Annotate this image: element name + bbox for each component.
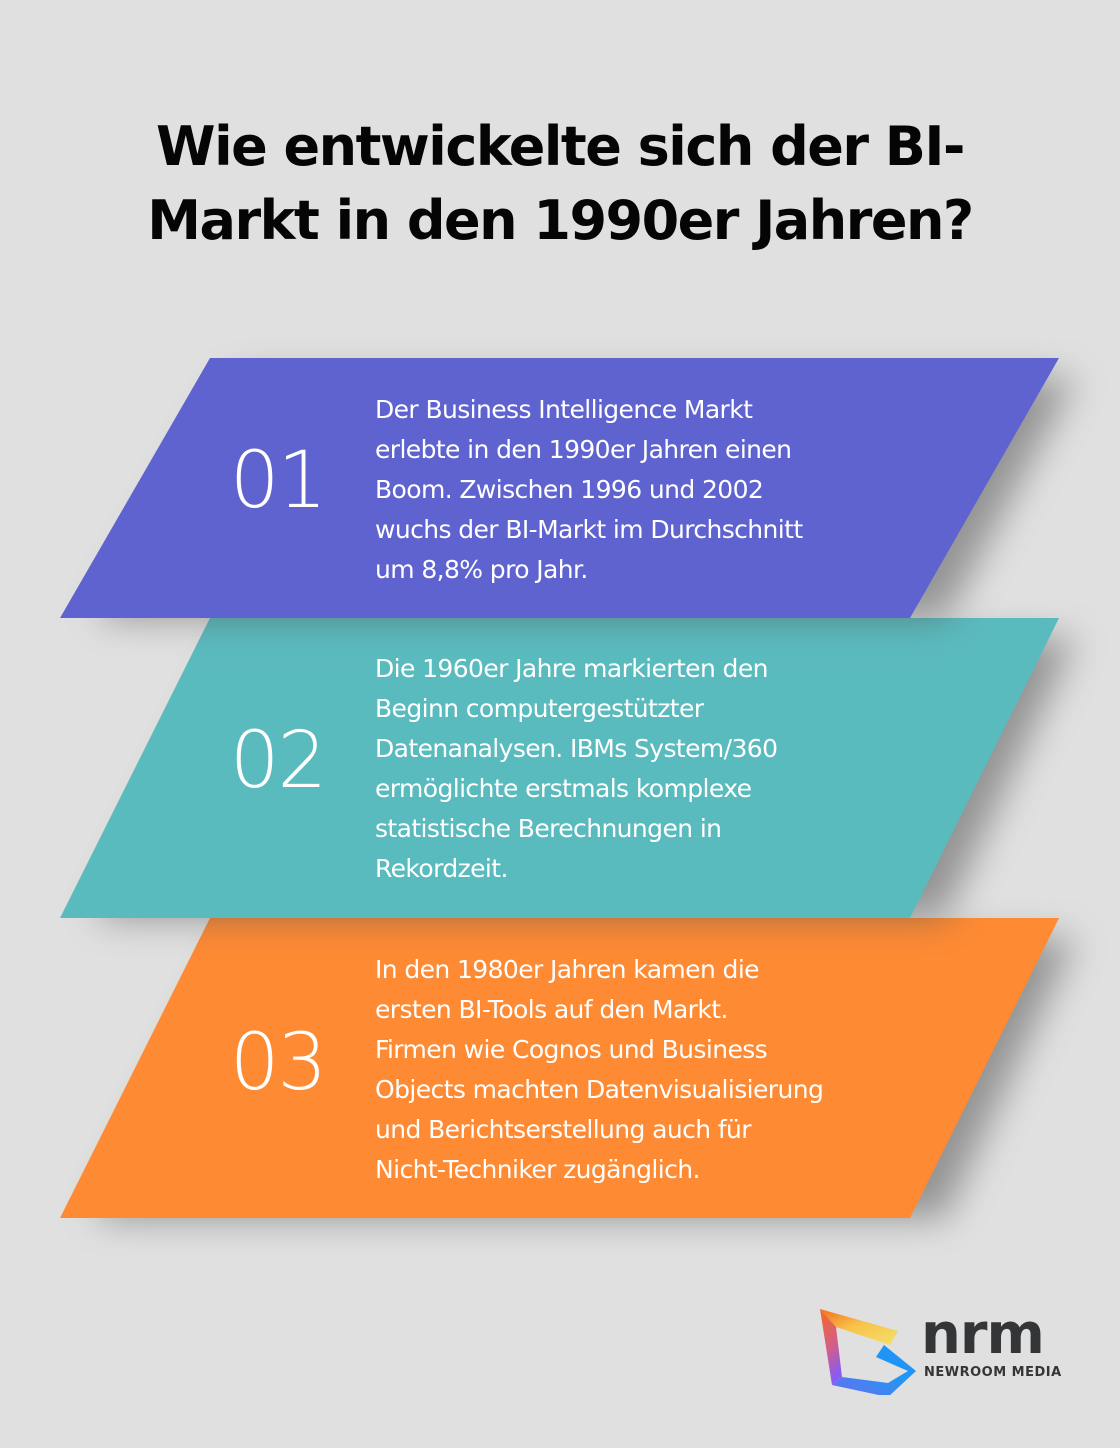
card-text-line: Firmen wie Cognos und Business bbox=[375, 1035, 768, 1064]
card-text-line: Boom. Zwischen 1996 und 2002 bbox=[375, 475, 764, 504]
card-number: 02 bbox=[229, 716, 327, 806]
card-number: 01 bbox=[229, 436, 327, 526]
card-text-line: ermöglichte erstmals komplexe bbox=[375, 774, 752, 803]
card-text-line: Rekordzeit. bbox=[375, 854, 508, 883]
card-text-line: In den 1980er Jahren kamen die bbox=[375, 955, 760, 984]
logo-wordmark: nrm bbox=[921, 1302, 1045, 1367]
card-01: 01 Der Business Intelligence Markt erleb… bbox=[0, 358, 1120, 618]
card-text-line: statistische Berechnungen in bbox=[375, 814, 722, 843]
card-03: 03 In den 1980er Jahren kamen die ersten… bbox=[0, 918, 1120, 1218]
card-text-line: ersten BI-Tools auf den Markt. bbox=[375, 995, 728, 1024]
card-text-line: Beginn computergestützter bbox=[375, 694, 704, 723]
card-text-line: Objects machten Datenvisualisierung bbox=[375, 1075, 824, 1104]
card-text-line: Nicht-Techniker zugänglich. bbox=[375, 1155, 700, 1184]
card-text-line: um 8,8% pro Jahr. bbox=[375, 555, 588, 584]
nrm-logo-icon bbox=[820, 1309, 916, 1395]
card-text-line: erlebte in den 1990er Jahren einen bbox=[375, 435, 792, 464]
card-text: In den 1980er Jahren kamen die ersten BI… bbox=[375, 950, 915, 1190]
title-line-2: Markt in den 1990er Jahren? bbox=[147, 189, 974, 252]
card-02: 02 Die 1960er Jahre markierten den Begin… bbox=[0, 618, 1120, 918]
newroom-media-logo: nrm NEWROOM MEDIA bbox=[818, 1305, 1068, 1395]
card-text: Die 1960er Jahre markierten den Beginn c… bbox=[375, 649, 915, 889]
card-text: Der Business Intelligence Markt erlebte … bbox=[375, 390, 915, 590]
card-text-line: wuchs der BI-Markt im Durchschnitt bbox=[375, 515, 803, 544]
parallelogram-shape bbox=[60, 358, 1059, 618]
card-text-line: Die 1960er Jahre markierten den bbox=[375, 654, 768, 683]
card-text-line: und Berichtserstellung auch für bbox=[375, 1115, 752, 1144]
logo-subtitle: NEWROOM MEDIA bbox=[924, 1365, 1062, 1380]
title-line-1: Wie entwickelte sich der BI- bbox=[156, 115, 965, 178]
card-text-line: Datenanalysen. IBMs System/360 bbox=[375, 734, 778, 763]
parallelogram-shape bbox=[60, 618, 1059, 918]
page-title: Wie entwickelte sich der BI- Markt in de… bbox=[0, 110, 1120, 258]
card-text-line: Der Business Intelligence Markt bbox=[375, 395, 753, 424]
parallelogram-shape bbox=[60, 918, 1059, 1218]
card-number: 03 bbox=[229, 1018, 327, 1108]
